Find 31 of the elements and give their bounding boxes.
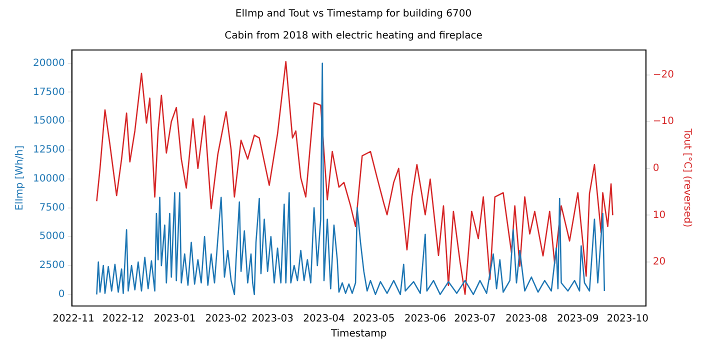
x-tick-label: 2023-03 <box>252 314 294 325</box>
x-tick-label: 2023-09 <box>556 314 599 325</box>
x-tick-label: 2022-12 <box>102 314 144 325</box>
x-tick-label: 2023-05 <box>352 314 395 325</box>
chart-title: ElImp and Tout vs Timestamp for building 6700 <box>235 8 472 20</box>
y-axis-title: ElImp [Wh/h] <box>14 145 26 211</box>
x-tick-label: 2023-04 <box>303 314 345 325</box>
y-tick-label: 20000 <box>33 58 65 69</box>
y-tick-label: 15000 <box>33 116 65 127</box>
y-tick-label: 5000 <box>39 231 65 242</box>
x-tick-label: 2023-06 <box>404 314 446 325</box>
x-tick-label: 2023-02 <box>205 314 248 325</box>
x-tick-label: 2023-10 <box>606 314 649 325</box>
y-tick-label: 10000 <box>33 173 65 184</box>
y-tick-label: 2500 <box>39 260 65 272</box>
y2-axis-title: Tout [°C] (reversed) <box>681 128 692 228</box>
x-axis-title: Timestamp <box>330 328 387 340</box>
x-tick-label: 2023-07 <box>454 314 496 325</box>
y-tick-label: 7500 <box>39 202 65 214</box>
y2-tick-label: 10 <box>652 210 666 221</box>
x-tick-label: 2023-01 <box>154 314 196 325</box>
chart-subtitle: Cabin from 2018 with electric heating and fireplace <box>224 30 482 42</box>
y2-tick-label: −10 <box>652 116 674 128</box>
y2-tick-label: 0 <box>652 163 660 174</box>
y-tick-label: 12500 <box>33 144 65 156</box>
y-tick-label: 17500 <box>33 86 65 98</box>
y2-tick-label: 20 <box>652 256 666 268</box>
x-tick-label: 2022-11 <box>52 314 94 325</box>
y2-tick-label: −20 <box>652 69 674 80</box>
y-tick-label: 0 <box>58 289 65 300</box>
x-tick-label: 2023-08 <box>506 314 548 325</box>
